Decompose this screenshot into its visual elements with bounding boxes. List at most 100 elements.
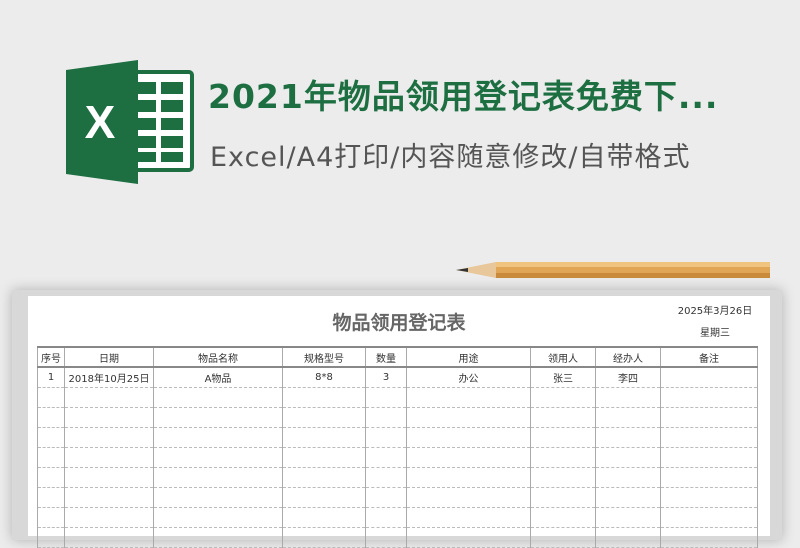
empty-cell[interactable] <box>660 387 758 408</box>
empty-cell[interactable] <box>64 487 154 508</box>
empty-cell[interactable] <box>530 447 596 468</box>
empty-cell[interactable] <box>365 427 407 448</box>
empty-cell[interactable] <box>37 387 65 408</box>
column-header: 备注 <box>660 346 758 368</box>
empty-cell[interactable] <box>153 447 283 468</box>
empty-cell[interactable] <box>530 507 596 528</box>
empty-cell[interactable] <box>37 467 65 488</box>
empty-cell[interactable] <box>153 527 283 548</box>
empty-cell[interactable] <box>530 467 596 488</box>
empty-cell[interactable] <box>64 527 154 548</box>
empty-cell[interactable] <box>660 447 758 468</box>
cell[interactable]: 8*8 <box>282 367 366 388</box>
empty-cell[interactable] <box>365 487 407 508</box>
empty-cell[interactable] <box>595 467 661 488</box>
empty-cell[interactable] <box>530 527 596 548</box>
empty-cell[interactable] <box>530 487 596 508</box>
column-header: 规格型号 <box>282 346 366 368</box>
empty-cell[interactable] <box>660 527 758 548</box>
empty-cell[interactable] <box>153 427 283 448</box>
cell[interactable]: A物品 <box>153 367 283 388</box>
cell[interactable]: 3 <box>365 367 407 388</box>
cell[interactable]: 1 <box>37 367 65 388</box>
empty-cell[interactable] <box>406 427 531 448</box>
empty-cell[interactable] <box>282 407 366 428</box>
empty-cell[interactable] <box>595 527 661 548</box>
empty-cell[interactable] <box>406 387 531 408</box>
table-row <box>37 507 758 528</box>
empty-cell[interactable] <box>37 447 65 468</box>
table-row <box>37 387 758 408</box>
empty-cell[interactable] <box>530 387 596 408</box>
empty-cell[interactable] <box>37 507 65 528</box>
empty-cell[interactable] <box>282 467 366 488</box>
cell[interactable]: 办公 <box>406 367 531 388</box>
empty-cell[interactable] <box>37 427 65 448</box>
table-row <box>37 487 758 508</box>
empty-cell[interactable] <box>365 467 407 488</box>
sheet-title: 物品领用登记表 <box>332 312 466 334</box>
column-header: 序号 <box>37 346 65 368</box>
empty-cell[interactable] <box>64 387 154 408</box>
empty-cell[interactable] <box>530 407 596 428</box>
column-header: 经办人 <box>595 346 661 368</box>
empty-cell[interactable] <box>37 407 65 428</box>
empty-cell[interactable] <box>406 467 531 488</box>
empty-cell[interactable] <box>153 407 283 428</box>
empty-cell[interactable] <box>365 507 407 528</box>
empty-cell[interactable] <box>406 407 531 428</box>
empty-cell[interactable] <box>153 467 283 488</box>
empty-cell[interactable] <box>660 487 758 508</box>
empty-cell[interactable] <box>282 447 366 468</box>
empty-cell[interactable] <box>595 427 661 448</box>
empty-cell[interactable] <box>595 407 661 428</box>
cell[interactable]: 2018年10月25日 <box>64 367 154 388</box>
empty-cell[interactable] <box>64 467 154 488</box>
empty-cell[interactable] <box>365 407 407 428</box>
empty-cell[interactable] <box>37 487 65 508</box>
pencil-icon <box>456 262 770 278</box>
empty-cell[interactable] <box>282 387 366 408</box>
empty-cell[interactable] <box>64 447 154 468</box>
cell[interactable]: 李四 <box>595 367 661 388</box>
empty-cell[interactable] <box>282 507 366 528</box>
empty-cell[interactable] <box>406 527 531 548</box>
empty-cell[interactable] <box>595 447 661 468</box>
header-row: 序号 日期 物品名称 规格型号 数量 用途 领用人 经办人 备注 <box>37 346 758 368</box>
column-header: 领用人 <box>530 346 596 368</box>
empty-cell[interactable] <box>660 407 758 428</box>
empty-cell[interactable] <box>64 407 154 428</box>
empty-cell[interactable] <box>282 527 366 548</box>
empty-cell[interactable] <box>365 387 407 408</box>
empty-cell[interactable] <box>365 527 407 548</box>
empty-cell[interactable] <box>660 507 758 528</box>
page-subtitle: Excel/A4打印/内容随意修改/自带格式 <box>210 142 691 173</box>
empty-cell[interactable] <box>406 447 531 468</box>
empty-cell[interactable] <box>660 427 758 448</box>
excel-logo-icon: X <box>66 60 194 184</box>
cell[interactable] <box>660 367 758 388</box>
empty-cell[interactable] <box>153 487 283 508</box>
empty-cell[interactable] <box>595 387 661 408</box>
empty-cell[interactable] <box>153 507 283 528</box>
page-title: 2021年物品领用登记表免费下... <box>208 77 719 116</box>
empty-cell[interactable] <box>530 427 596 448</box>
empty-cell[interactable] <box>406 487 531 508</box>
empty-cell[interactable] <box>365 447 407 468</box>
cell[interactable]: 张三 <box>530 367 596 388</box>
empty-cell[interactable] <box>64 507 154 528</box>
empty-cell[interactable] <box>37 527 65 548</box>
empty-cell[interactable] <box>595 487 661 508</box>
empty-cell[interactable] <box>595 507 661 528</box>
empty-cell[interactable] <box>406 507 531 528</box>
empty-cell[interactable] <box>64 427 154 448</box>
empty-cell[interactable] <box>153 387 283 408</box>
table-row <box>37 527 758 548</box>
empty-cell[interactable] <box>282 427 366 448</box>
sheet-date: 2025年3月26日 <box>677 306 753 317</box>
svg-text:X: X <box>85 96 116 148</box>
empty-cell[interactable] <box>282 487 366 508</box>
empty-cell[interactable] <box>660 467 758 488</box>
table-row <box>37 447 758 468</box>
table-row <box>37 407 758 428</box>
